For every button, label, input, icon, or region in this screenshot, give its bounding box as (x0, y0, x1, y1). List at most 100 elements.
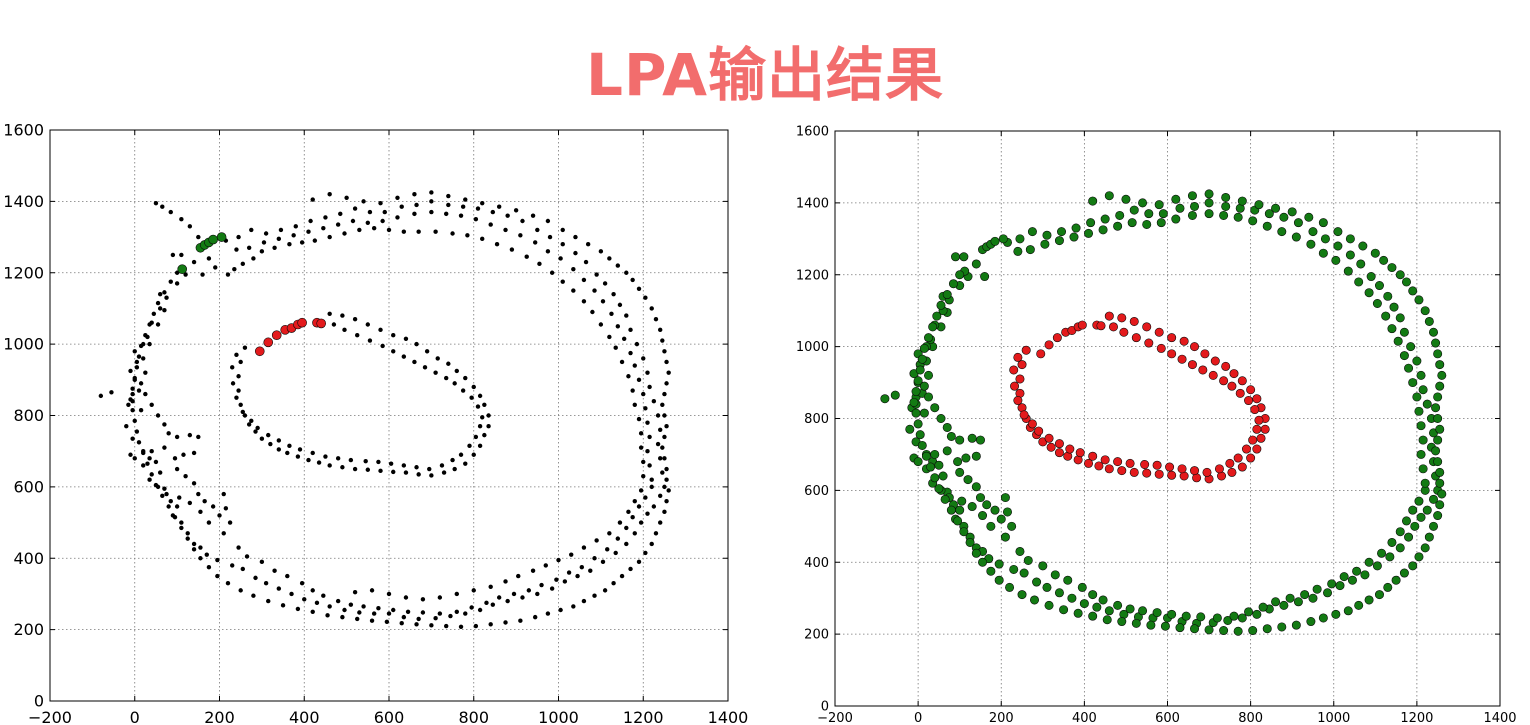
data-point (380, 343, 385, 349)
data-point (647, 434, 652, 440)
data-point (130, 436, 135, 441)
data-point (174, 466, 180, 472)
data-point (1032, 577, 1042, 587)
data-point (1433, 457, 1443, 467)
data-point (562, 579, 568, 584)
data-point (1229, 611, 1239, 621)
data-point (1054, 236, 1064, 246)
data-point (1279, 212, 1289, 222)
data-point (1395, 527, 1405, 537)
data-point (1040, 239, 1050, 249)
data-point (1052, 333, 1062, 343)
data-point (465, 233, 470, 238)
data-point (919, 408, 929, 418)
data-point (1383, 291, 1393, 301)
data-point (174, 281, 180, 286)
data-point (1420, 306, 1430, 316)
data-point (246, 422, 252, 427)
data-point (503, 579, 508, 584)
data-point (628, 327, 633, 333)
data-point (1204, 189, 1214, 199)
data-point (238, 402, 243, 407)
data-point (651, 399, 657, 404)
data-point (1406, 342, 1416, 352)
data-point (473, 623, 479, 629)
data-point (352, 206, 358, 211)
data-point (588, 568, 593, 573)
data-point (1117, 617, 1127, 627)
data-point (1125, 458, 1135, 468)
data-point (168, 279, 173, 284)
data-point (191, 450, 197, 456)
data-point (314, 600, 320, 606)
data-point (978, 511, 988, 521)
data-point (1154, 469, 1164, 479)
data-point (942, 422, 952, 432)
x-tick-label: 1000 (538, 708, 579, 725)
data-point (1129, 205, 1139, 215)
data-point (913, 419, 923, 429)
data-point (130, 407, 135, 413)
data-point (946, 431, 956, 441)
data-point (1416, 512, 1426, 522)
data-point (953, 516, 963, 526)
data-point (1233, 453, 1243, 463)
data-point (244, 554, 250, 559)
data-point (153, 200, 159, 206)
data-point (1360, 570, 1370, 580)
data-point (600, 299, 606, 304)
data-point (276, 438, 282, 443)
data-point (183, 473, 188, 479)
data-point (157, 291, 163, 297)
data-point (1181, 611, 1191, 621)
data-point (261, 240, 267, 245)
data-point (1115, 210, 1125, 220)
data-point (429, 209, 434, 215)
data-point (236, 545, 241, 550)
data-point (1291, 620, 1301, 630)
data-point (571, 266, 576, 272)
data-point (1414, 406, 1424, 416)
data-point (187, 500, 193, 506)
data-point (1142, 322, 1152, 332)
data-point (287, 242, 292, 247)
data-point (1408, 561, 1418, 571)
data-point (628, 566, 633, 572)
data-point (890, 390, 900, 400)
data-point (581, 598, 587, 604)
data-point (141, 356, 146, 361)
data-point (915, 430, 925, 440)
data-point (624, 270, 629, 275)
data-point (1364, 595, 1374, 605)
data-point (1198, 365, 1208, 375)
data-point (480, 200, 485, 206)
data-point (352, 589, 358, 595)
data-point (130, 391, 135, 397)
data-point (1190, 342, 1200, 352)
data-point (651, 504, 657, 509)
data-point (1108, 322, 1118, 332)
data-point (371, 225, 377, 231)
data-point (1385, 552, 1395, 562)
data-point (1364, 557, 1374, 567)
data-point (653, 531, 659, 536)
data-point (636, 559, 642, 565)
data-point (132, 349, 137, 354)
data-point (174, 504, 180, 509)
y-tick-label: 600 (13, 477, 44, 496)
data-point (280, 603, 286, 608)
data-point (1300, 590, 1310, 600)
data-point (325, 613, 330, 618)
data-point (1235, 388, 1245, 398)
data-point (149, 402, 154, 407)
data-point (611, 581, 616, 586)
data-point (571, 288, 576, 293)
data-point (278, 227, 284, 233)
data-point (191, 259, 197, 265)
data-point (253, 575, 258, 581)
x-tick-label: −200 (817, 711, 853, 725)
data-point (936, 413, 946, 423)
data-point (276, 586, 282, 591)
data-point (1233, 212, 1243, 222)
data-point (1221, 192, 1231, 202)
